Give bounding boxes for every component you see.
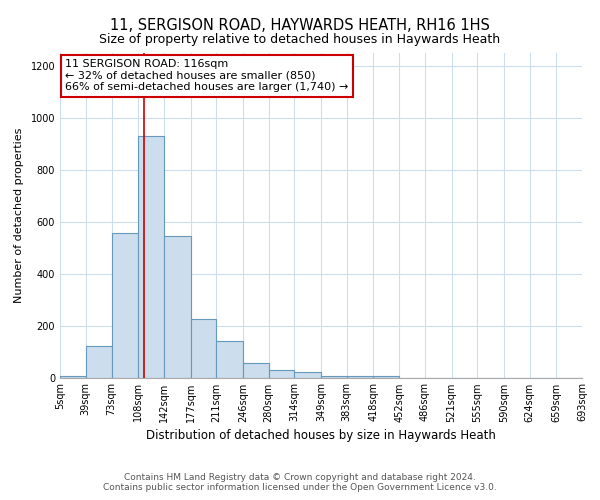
Text: Contains HM Land Registry data © Crown copyright and database right 2024.
Contai: Contains HM Land Registry data © Crown c… [103, 473, 497, 492]
Y-axis label: Number of detached properties: Number of detached properties [14, 128, 23, 302]
Bar [373, 376, 399, 378]
Bar [138, 136, 164, 378]
Bar [269, 370, 295, 378]
Bar [60, 376, 86, 378]
Text: 11 SERGISON ROAD: 116sqm
← 32% of detached houses are smaller (850)
66% of semi-: 11 SERGISON ROAD: 116sqm ← 32% of detach… [65, 59, 349, 92]
Bar [191, 319, 216, 378]
Bar [347, 376, 373, 378]
X-axis label: Distribution of detached houses by size in Haywards Heath: Distribution of detached houses by size … [146, 429, 496, 442]
Bar [86, 346, 112, 378]
Bar [243, 363, 269, 378]
Text: 11, SERGISON ROAD, HAYWARDS HEATH, RH16 1HS: 11, SERGISON ROAD, HAYWARDS HEATH, RH16 … [110, 18, 490, 32]
Bar [164, 236, 191, 378]
Bar [295, 372, 321, 378]
Bar [112, 233, 138, 378]
Bar [216, 341, 243, 378]
Bar [321, 376, 347, 378]
Text: Size of property relative to detached houses in Haywards Heath: Size of property relative to detached ho… [100, 32, 500, 46]
